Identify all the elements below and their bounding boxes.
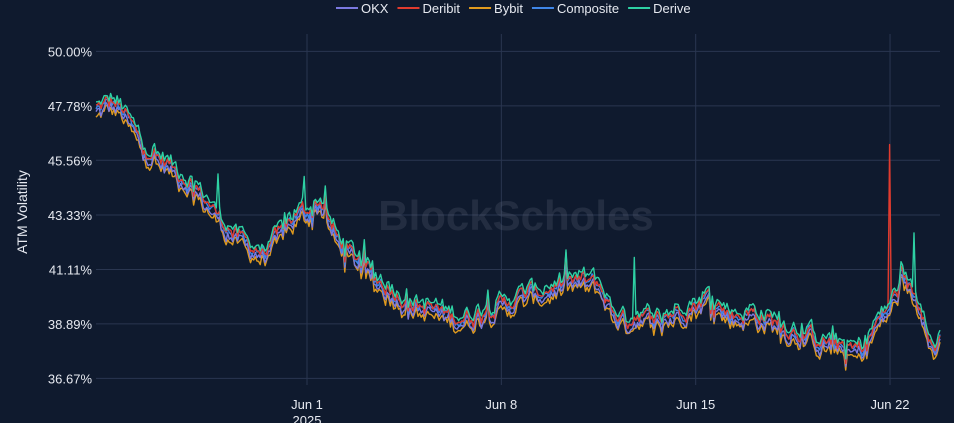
y-tick-label: 43.33%	[48, 208, 93, 223]
legend-item-okx: OKX	[361, 1, 389, 16]
y-tick-label: 50.00%	[48, 44, 93, 59]
series-line-derive	[96, 92, 941, 360]
plot-lines	[95, 92, 941, 371]
x-tick-label: Jun 1	[291, 397, 323, 412]
x-tick-sublabel: 2025	[293, 413, 322, 423]
x-tick-label: Jun 8	[485, 397, 517, 412]
x-tick-label: Jun 22	[871, 397, 910, 412]
legend-item-composite: Composite	[557, 1, 619, 16]
y-tick-label: 41.11%	[49, 262, 93, 277]
x-tick-label: Jun 15	[676, 397, 715, 412]
legend-item-bybit: Bybit	[494, 1, 523, 16]
watermark: BlockScholes	[378, 192, 653, 239]
y-tick-label: 45.56%	[48, 153, 93, 168]
legend-item-deribit: Deribit	[422, 1, 460, 16]
y-axis: 50.00% 47.78% 45.56% 43.33% 41.11% 38.89% 36.6…	[48, 44, 93, 386]
y-tick-label: 47.78%	[48, 99, 93, 114]
legend[interactable]: OKX Deribit Bybit Composite Derive	[336, 1, 691, 16]
grid	[96, 34, 940, 385]
y-tick-label: 38.89%	[48, 317, 93, 332]
y-tick-label: 36.67%	[48, 371, 93, 386]
y-axis-label: ATM Volatility	[14, 170, 30, 254]
legend-item-derive: Derive	[653, 1, 691, 16]
